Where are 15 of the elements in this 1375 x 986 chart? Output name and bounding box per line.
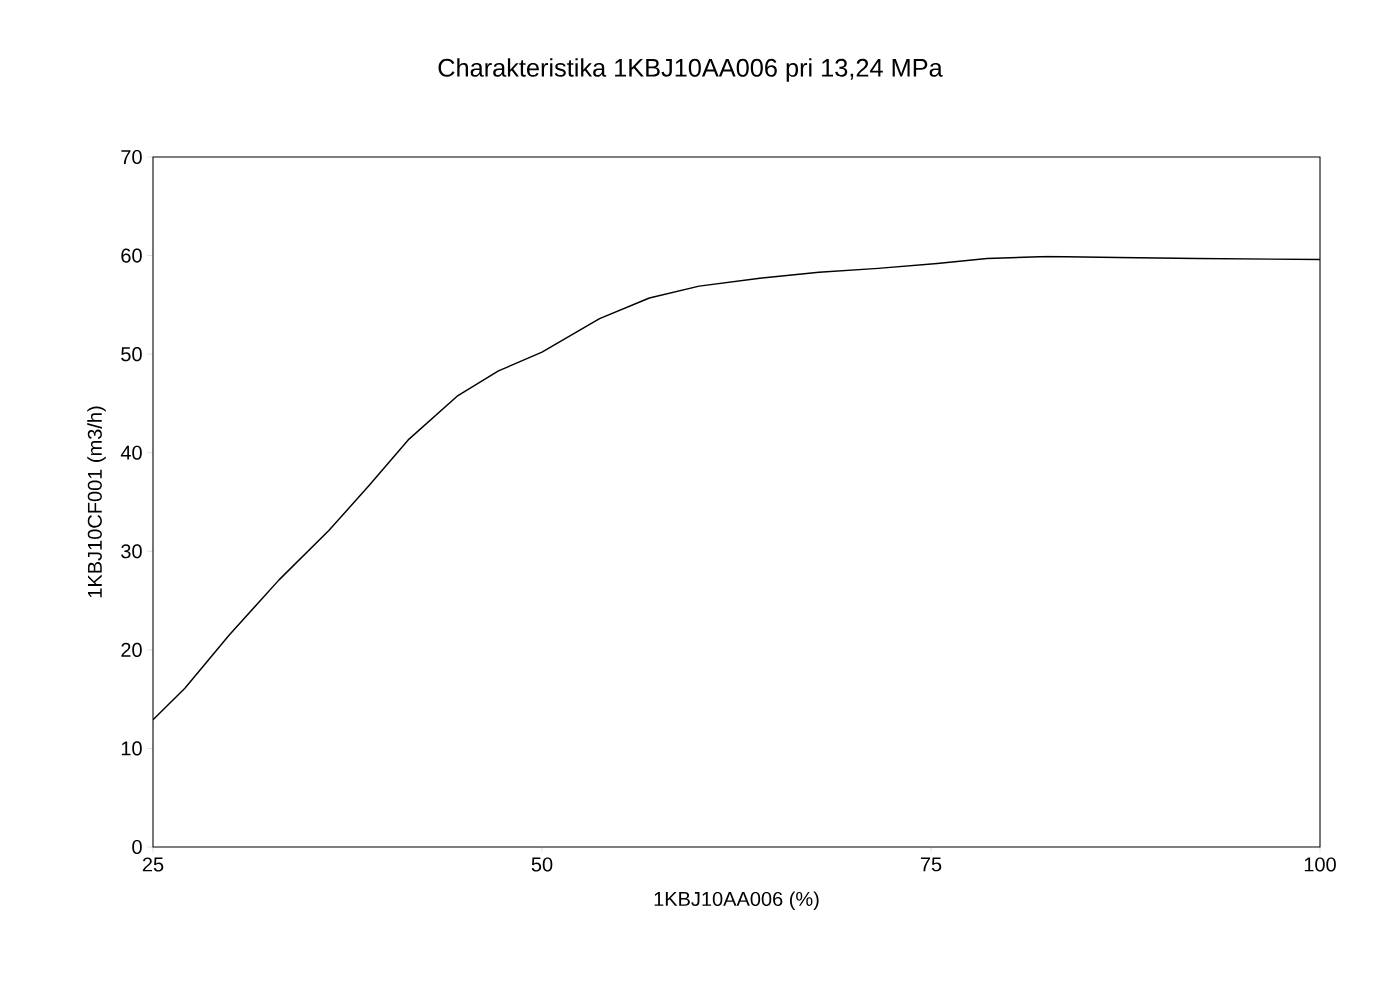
y-tick-label: 70	[121, 149, 142, 165]
y-tick-label: 50	[121, 347, 142, 362]
x-tick-label: 100	[1304, 857, 1336, 872]
y-tick-label: 40	[120, 445, 142, 460]
y-tick-label: 60	[121, 248, 142, 263]
x-tick-label: 25	[142, 857, 164, 872]
chart-title: Charakteristika 1KBJ10AA006 pri 13,24 MPa	[438, 58, 943, 82]
y-tick-label: 10	[121, 741, 142, 756]
y-axis-title: 1KBJ10CF001 (m3/h)	[87, 406, 106, 598]
x-axis-title: 1KBJ10AA006 (%)	[654, 891, 819, 911]
x-tick-label: 75	[920, 857, 942, 872]
x-tick-label: 50	[531, 857, 553, 872]
y-tick-label: 30	[121, 544, 142, 559]
y-tick-label: 0	[132, 839, 142, 855]
y-tick-label: 20	[121, 642, 142, 657]
